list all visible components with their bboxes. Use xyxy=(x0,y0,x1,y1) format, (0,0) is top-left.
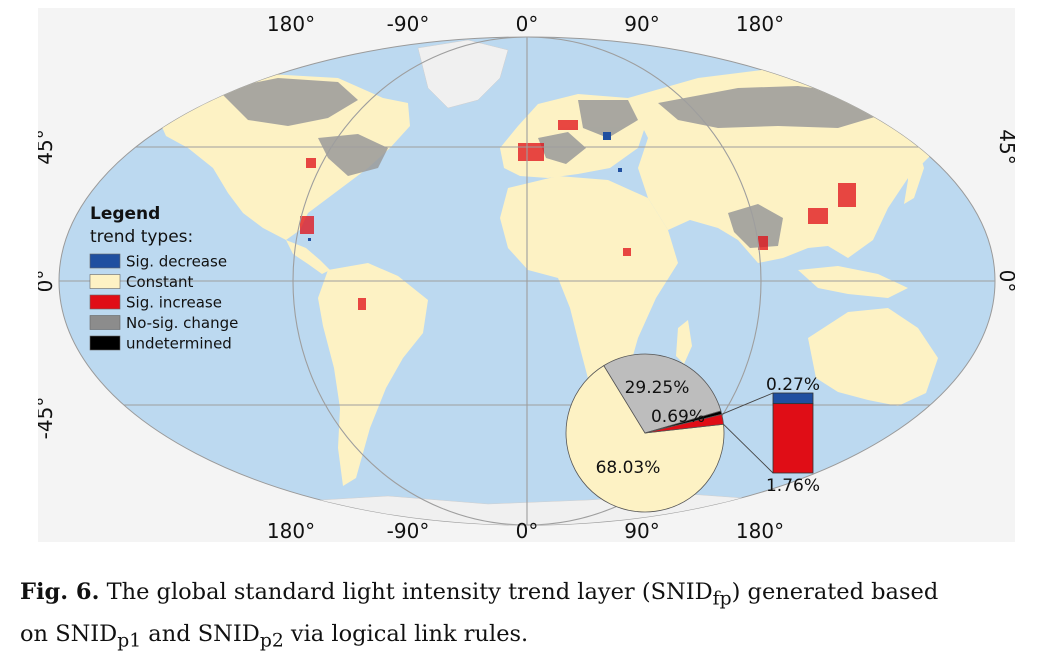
legend-swatch xyxy=(89,335,121,351)
lon-label-top: 90° xyxy=(624,12,659,36)
bar-segment xyxy=(772,403,814,474)
right-latitude-labels: 45° 0° xyxy=(995,129,1015,292)
graticule xyxy=(59,37,995,525)
legend-item: undetermined xyxy=(89,335,232,353)
figure-caption: Fig. 6. The global standard light intens… xyxy=(20,575,1030,658)
legend-title: Legend xyxy=(90,204,160,224)
caption-text: and SNID xyxy=(141,620,260,647)
lon-label-bottom: -90° xyxy=(387,519,430,542)
lon-label-top: 0° xyxy=(516,12,539,36)
connector-line xyxy=(721,392,774,415)
no-sig-change-regions xyxy=(218,78,878,248)
lon-label-bottom: 180° xyxy=(736,519,784,542)
lon-label-bottom: 180° xyxy=(267,519,315,542)
madagascar xyxy=(676,320,692,364)
legend-swatch xyxy=(89,274,121,289)
lon-label-bottom: 0° xyxy=(516,519,539,542)
pie-slice-label: 0.69% xyxy=(651,407,705,427)
australia xyxy=(808,308,938,406)
pie-slice xyxy=(565,365,725,513)
legend-swatch xyxy=(89,315,121,330)
connector-line xyxy=(723,423,774,474)
lat-label-right: 0° xyxy=(995,270,1015,293)
legend-subtitle: trend types: xyxy=(90,227,193,247)
sig-decrease-regions xyxy=(308,132,622,241)
legend-label: Constant xyxy=(126,273,194,291)
caption-text: on SNID xyxy=(20,620,118,647)
pie-slice xyxy=(603,353,722,434)
bar-segment-label: 1.76% xyxy=(766,476,820,496)
lat-label-right: 45° xyxy=(995,129,1015,164)
breakdown-bar: 0.27% 1.76% xyxy=(721,375,820,496)
pie-chart: 68.03% 29.25% 0.69% xyxy=(565,353,725,513)
legend-item: Constant xyxy=(89,273,194,291)
legend-swatch xyxy=(89,253,121,269)
lon-label-top: -90° xyxy=(387,12,430,36)
legend-label: Sig. decrease xyxy=(126,253,227,271)
top-longitude-labels: 180° -90° 0° 90° 180° xyxy=(267,12,784,36)
caption-text: ) generated based xyxy=(731,579,939,605)
lat-label-left: 0° xyxy=(38,270,57,293)
greenland xyxy=(417,39,509,109)
lon-label-top: 180° xyxy=(736,12,784,36)
caption-text: The global standard light intensity tren… xyxy=(99,579,713,605)
bar-segment-label: 0.27% xyxy=(766,375,820,395)
lon-label-top: 180° xyxy=(267,12,315,36)
legend-label: Sig. increase xyxy=(126,294,222,312)
south-america xyxy=(318,263,428,486)
legend-item: Sig. decrease xyxy=(89,253,227,271)
africa xyxy=(500,176,678,393)
pie-slice-label: 68.03% xyxy=(596,458,661,478)
central-america xyxy=(286,240,330,274)
new-zealand xyxy=(950,400,968,436)
legend-item: Sig. increase xyxy=(89,294,222,312)
caption-subscript: p2 xyxy=(259,630,284,651)
pie-slice xyxy=(644,413,724,434)
caption-subscript: p1 xyxy=(117,630,142,651)
southeast-asia-islands xyxy=(798,266,908,298)
lat-label-left: 45° xyxy=(38,129,57,164)
legend: Legend trend types: Sig. decrease Constan… xyxy=(89,204,238,353)
lat-label-left: -45° xyxy=(38,397,57,440)
sig-increase-regions xyxy=(300,120,856,310)
map-panel: 180° -90° 0° 90° 180° 180° -90° 0° 90° 1… xyxy=(38,8,1015,542)
legend-item: No-sig. change xyxy=(89,314,238,332)
caption-text: via logical link rules. xyxy=(283,620,529,647)
bottom-longitude-labels: 180° -90° 0° 90° 180° xyxy=(267,519,784,542)
legend-swatch xyxy=(89,294,121,310)
caption-figure-number: Fig. 6. xyxy=(20,579,100,605)
left-latitude-labels: 45° 0° -45° xyxy=(38,129,57,439)
lon-label-bottom: 90° xyxy=(624,519,659,542)
pie-slice-label: 29.25% xyxy=(625,378,690,398)
north-america xyxy=(158,74,410,240)
world-map: 180° -90° 0° 90° 180° 180° -90° 0° 90° 1… xyxy=(38,12,1015,542)
legend-label: No-sig. change xyxy=(126,314,238,332)
japan xyxy=(904,148,924,204)
legend-label: undetermined xyxy=(126,335,232,353)
caption-subscript: fp xyxy=(712,588,732,610)
